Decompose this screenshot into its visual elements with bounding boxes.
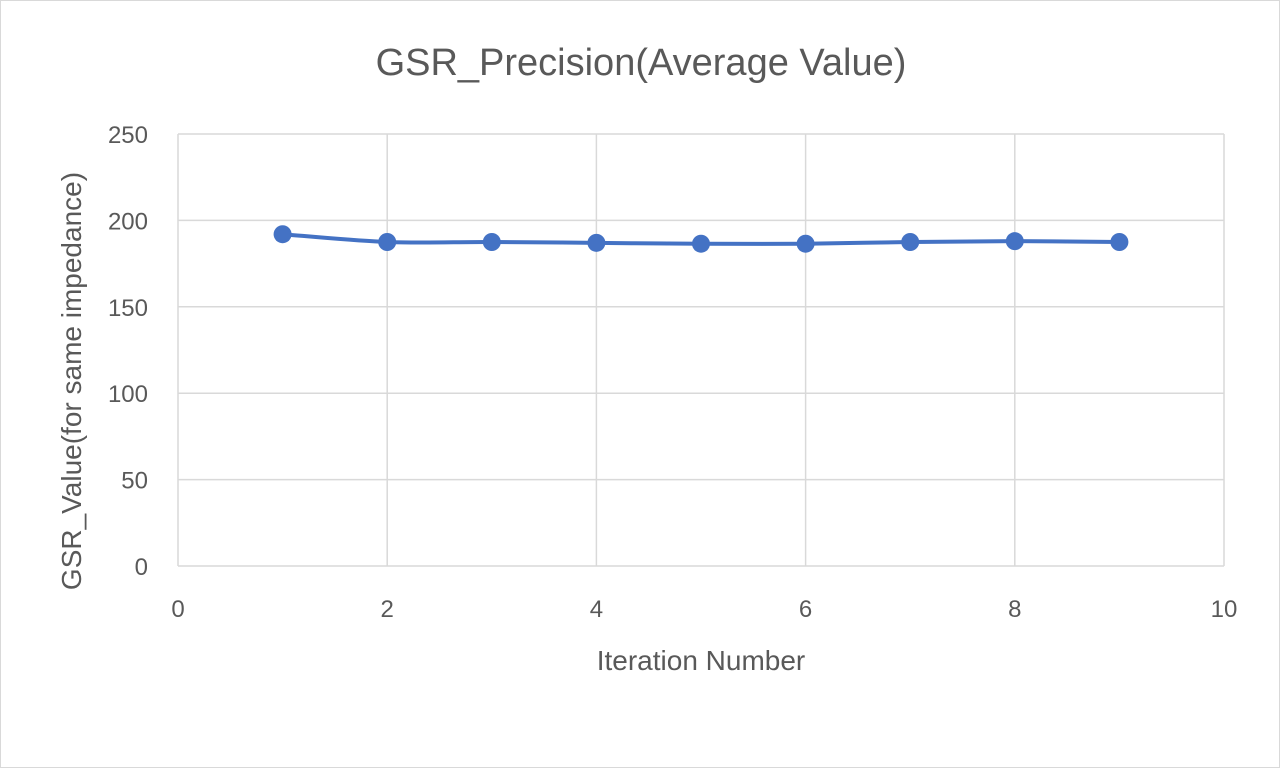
y-tick-label: 150: [108, 295, 148, 322]
data-point: [692, 234, 710, 253]
data-point: [796, 234, 815, 253]
chart-title: GSR_Precision(Average Value): [376, 42, 907, 84]
data-point: [482, 233, 501, 251]
y-tick-label: 50: [121, 468, 148, 495]
data-series: [273, 225, 1129, 253]
data-point: [587, 233, 606, 252]
x-tick-label: 4: [590, 596, 603, 623]
y-axis-title: GSR_Value(for same impedance): [56, 172, 87, 590]
gridlines: [177, 133, 1225, 567]
x-tick-label: 6: [799, 596, 812, 623]
x-tick-label: 10: [1211, 596, 1238, 623]
x-tick-label: 0: [171, 596, 184, 623]
tick-labels: 0 50 100 150 200 250 0 2 4 6 8 10: [108, 122, 1237, 623]
data-point: [901, 233, 920, 251]
y-tick-label: 250: [108, 122, 148, 149]
y-tick-label: 100: [108, 381, 148, 408]
y-tick-label: 0: [135, 554, 148, 581]
data-point: [1110, 233, 1129, 251]
data-point: [378, 233, 397, 251]
x-tick-label: 2: [381, 596, 394, 623]
data-point: [273, 225, 292, 244]
data-point: [1005, 232, 1024, 251]
x-axis-title: Iteration Number: [597, 645, 806, 676]
y-tick-label: 200: [108, 208, 148, 235]
x-tick-label: 8: [1008, 596, 1021, 623]
